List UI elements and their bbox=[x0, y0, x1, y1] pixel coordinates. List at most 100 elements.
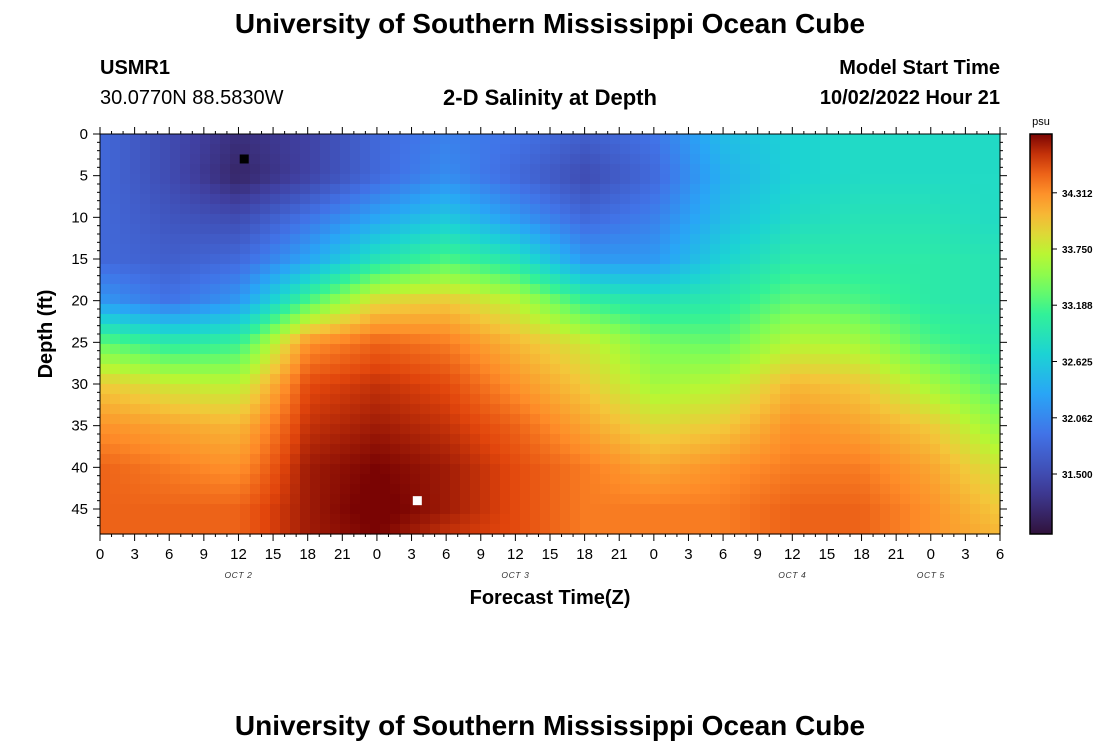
heatmap-cell bbox=[390, 274, 401, 285]
heatmap-cell bbox=[950, 444, 961, 455]
heatmap-cell bbox=[680, 314, 691, 325]
heatmap-cell bbox=[910, 324, 921, 335]
heatmap-cell bbox=[580, 254, 591, 265]
heatmap-cell bbox=[100, 374, 111, 385]
heatmap-cells bbox=[100, 134, 1001, 535]
heatmap-cell bbox=[620, 234, 631, 245]
heatmap-cell bbox=[440, 174, 451, 185]
heatmap-cell bbox=[650, 204, 661, 215]
heatmap-cell bbox=[500, 464, 511, 475]
heatmap-cell bbox=[290, 504, 301, 515]
heatmap-cell bbox=[110, 404, 121, 415]
heatmap-cell bbox=[710, 224, 721, 235]
heatmap-cell bbox=[520, 474, 531, 485]
heatmap-cell bbox=[240, 134, 251, 145]
heatmap-cell bbox=[890, 384, 901, 395]
heatmap-cell bbox=[420, 384, 431, 395]
y-axis-label: Depth (ft) bbox=[35, 290, 57, 379]
heatmap-cell bbox=[290, 194, 301, 205]
heatmap-cell bbox=[240, 354, 251, 365]
heatmap-cell bbox=[730, 134, 741, 145]
heatmap-cell bbox=[950, 384, 961, 395]
heatmap-cell bbox=[290, 174, 301, 185]
heatmap-cell bbox=[790, 284, 801, 295]
heatmap-cell bbox=[870, 364, 881, 375]
heatmap-cell bbox=[160, 464, 171, 475]
heatmap-cell bbox=[420, 454, 431, 465]
heatmap-cell bbox=[960, 294, 971, 305]
heatmap-cell bbox=[640, 504, 651, 515]
heatmap-cell bbox=[960, 314, 971, 325]
heatmap-cell bbox=[800, 264, 811, 275]
heatmap-cell bbox=[570, 144, 581, 155]
heatmap-cell bbox=[230, 194, 241, 205]
heatmap-cell bbox=[360, 524, 371, 535]
heatmap-cell bbox=[990, 504, 1001, 515]
heatmap-cell bbox=[500, 414, 511, 425]
heatmap-cell bbox=[260, 304, 271, 315]
heatmap-cell bbox=[100, 514, 111, 525]
heatmap-cell bbox=[360, 384, 371, 395]
heatmap-cell bbox=[260, 484, 271, 495]
heatmap-cell bbox=[730, 174, 741, 185]
heatmap-cell bbox=[670, 354, 681, 365]
heatmap-cell bbox=[730, 264, 741, 275]
heatmap-cell bbox=[840, 514, 851, 525]
heatmap-cell bbox=[260, 474, 271, 485]
heatmap-cell bbox=[480, 424, 491, 435]
heatmap-cell bbox=[750, 134, 761, 145]
heatmap-cell bbox=[800, 504, 811, 515]
heatmap-cell bbox=[190, 224, 201, 235]
heatmap-cell bbox=[260, 334, 271, 345]
heatmap-cell bbox=[360, 134, 371, 145]
heatmap-cell bbox=[850, 344, 861, 355]
heatmap-cell bbox=[620, 434, 631, 445]
heatmap-cell bbox=[500, 184, 511, 195]
heatmap-cell bbox=[340, 214, 351, 225]
heatmap-cell bbox=[540, 454, 551, 465]
heatmap-cell bbox=[880, 514, 891, 525]
heatmap-cell bbox=[330, 504, 341, 515]
heatmap-cell bbox=[260, 294, 271, 305]
heatmap-cell bbox=[370, 424, 381, 435]
heatmap-cell bbox=[540, 494, 551, 505]
heatmap-cell bbox=[980, 154, 991, 165]
heatmap-cell bbox=[330, 334, 341, 345]
heatmap-cell bbox=[980, 294, 991, 305]
heatmap-cell bbox=[980, 384, 991, 395]
heatmap-cell bbox=[820, 404, 831, 415]
heatmap-cell bbox=[520, 404, 531, 415]
heatmap-cell bbox=[670, 184, 681, 195]
heatmap-cell bbox=[540, 184, 551, 195]
heatmap-cell bbox=[270, 344, 281, 355]
heatmap-cell bbox=[260, 184, 271, 195]
heatmap-cell bbox=[660, 464, 671, 475]
heatmap-cell bbox=[100, 204, 111, 215]
heatmap-cell bbox=[660, 354, 671, 365]
heatmap-cell bbox=[750, 404, 761, 415]
heatmap-cell bbox=[500, 274, 511, 285]
heatmap-cell bbox=[690, 254, 701, 265]
heatmap-cell bbox=[310, 474, 321, 485]
heatmap-cell bbox=[920, 384, 931, 395]
heatmap-cell bbox=[980, 174, 991, 185]
heatmap-cell bbox=[610, 404, 621, 415]
heatmap-cell bbox=[120, 244, 131, 255]
heatmap-cell bbox=[820, 274, 831, 285]
heatmap-cell bbox=[340, 264, 351, 275]
heatmap-cell bbox=[140, 164, 151, 175]
heatmap-cell bbox=[570, 464, 581, 475]
heatmap-cell bbox=[340, 444, 351, 455]
heatmap-cell bbox=[730, 444, 741, 455]
heatmap-cell bbox=[950, 314, 961, 325]
heatmap-cell bbox=[280, 144, 291, 155]
heatmap-cell bbox=[980, 144, 991, 155]
heatmap-cell bbox=[930, 224, 941, 235]
heatmap-cell bbox=[270, 514, 281, 525]
heatmap-cell bbox=[870, 244, 881, 255]
heatmap-cell bbox=[820, 334, 831, 345]
heatmap-cell bbox=[630, 464, 641, 475]
heatmap-cell bbox=[510, 174, 521, 185]
heatmap-cell bbox=[920, 244, 931, 255]
heatmap-cell bbox=[770, 414, 781, 425]
